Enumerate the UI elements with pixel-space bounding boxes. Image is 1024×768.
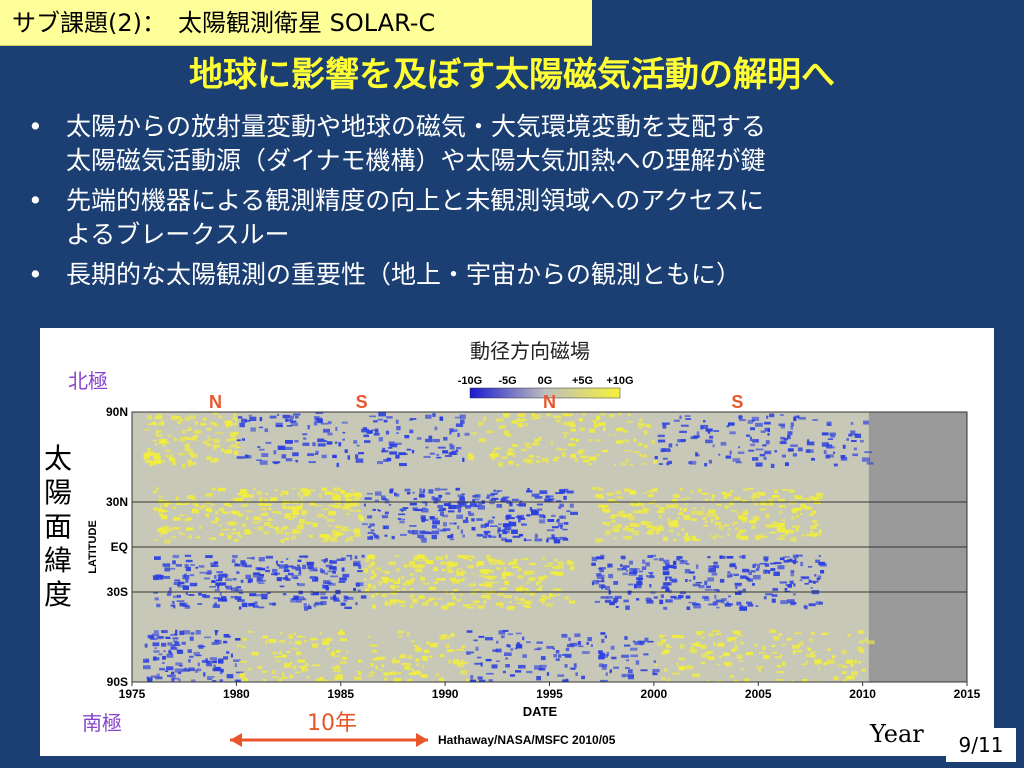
- colorbar-label: -10G: [458, 375, 482, 387]
- bullet-dot: •: [28, 260, 43, 289]
- y-axis-jp-char: 太: [44, 442, 72, 475]
- colorbar-label: -5G: [498, 375, 516, 387]
- bullet-item: • 先端的機器による観測精度の向上と未観測領域へのアクセスに よるブレークスルー: [28, 184, 1003, 252]
- colorbar: [469, 387, 621, 399]
- north-polar-field-1: [143, 412, 241, 469]
- bullet-line: 太陽磁気活動源（ダイナモ機構）や太陽大気加熱への理解が鍵: [66, 146, 766, 175]
- x-tick-label: 2010: [849, 687, 876, 701]
- cycle23-south-field: [591, 554, 827, 611]
- colorbar-label: +5G: [572, 375, 593, 387]
- y-tick-label: 30N: [106, 495, 128, 509]
- butterfly-figure: 動径方向磁場 -10G -5G 0G +5G +10G 北極 南極 太陽面緯度 N S N S…: [40, 328, 994, 756]
- x-tick-label: 1990: [432, 687, 459, 701]
- credit-text: Hathaway/NASA/MSFC 2010/05: [438, 733, 616, 747]
- year-label: Year: [869, 720, 924, 748]
- bullet-list: • 太陽からの放射量変動や地球の磁気・大気環境変動を支配する 太陽磁気活動源（ダ…: [28, 110, 1003, 298]
- south-polar-field-4: [654, 629, 875, 682]
- colorbar-label: 0G: [538, 375, 553, 387]
- y-tick-label: EQ: [111, 540, 128, 554]
- y-axis-jp-char: 陽: [44, 476, 72, 509]
- x-tick-label: 2015: [954, 687, 981, 701]
- ten-year-arrow-left-head: [230, 733, 242, 747]
- y-axis-jp-char: 度: [44, 578, 72, 611]
- x-tick-label: 1995: [536, 687, 563, 701]
- x-tick-label: 1975: [119, 687, 146, 701]
- x-tick-label: 2005: [745, 687, 772, 701]
- slide-tag: サブ課題(2)： 太陽観測衛星 SOLAR-C: [0, 0, 592, 46]
- figure-title: 動径方向磁場: [470, 339, 590, 363]
- x-tick-label: 1985: [327, 687, 354, 701]
- polarity-marker: S: [356, 392, 368, 412]
- x-axis-label: DATE: [523, 704, 558, 719]
- bullet-line: 先端的機器による観測精度の向上と未観測領域へのアクセスに: [66, 186, 765, 215]
- ten-years-label: 10年: [307, 711, 357, 736]
- cycle21-north-field: [152, 487, 365, 544]
- polarity-marker: S: [731, 392, 743, 412]
- bullet-item: • 長期的な太陽観測の重要性（地上・宇宙からの観測ともに）: [28, 258, 1003, 292]
- south-polar-field-1: [143, 629, 244, 682]
- x-tick-label: 2000: [641, 687, 668, 701]
- bullet-line: よるブレークスルー: [66, 220, 290, 249]
- y-axis-jp-char: 面: [44, 510, 72, 543]
- cycle22-north-field: [361, 487, 578, 544]
- x-tick-label: 1980: [223, 687, 250, 701]
- colorbar-label: +10G: [606, 375, 633, 387]
- ten-year-arrow-right-head: [416, 733, 428, 747]
- page-number: 9/11: [946, 728, 1016, 762]
- north-pole-label: 北極: [68, 369, 108, 393]
- north-polar-field-3: [467, 412, 658, 467]
- polarity-marker: N: [209, 392, 222, 412]
- north-polar-field-4: [654, 413, 874, 468]
- y-tick-label: 90N: [106, 405, 128, 419]
- bullet-line: 太陽からの放射量変動や地球の磁気・大気環境変動を支配する: [66, 112, 767, 141]
- bullet-dot: •: [28, 112, 43, 141]
- bullet-item: • 太陽からの放射量変動や地球の磁気・大気環境変動を支配する 太陽磁気活動源（ダ…: [28, 110, 1003, 178]
- south-pole-label: 南極: [82, 711, 122, 735]
- polarity-marker: N: [543, 392, 556, 412]
- north-polar-field-2: [236, 412, 470, 468]
- plot-area: [131, 411, 968, 686]
- bullet-line: 長期的な太陽観測の重要性（地上・宇宙からの観測ともに）: [66, 260, 742, 289]
- cycle23-north-field: [591, 487, 824, 543]
- slide-headline: 地球に影響を及ぼす太陽磁気活動の解明へ: [189, 55, 835, 95]
- south-polar-field-3: [466, 629, 660, 682]
- bullet-dot: •: [28, 186, 43, 215]
- y-tick-label: 90S: [107, 675, 128, 689]
- cycle21-south-field: [152, 554, 367, 611]
- y-axis-jp-char: 緯: [44, 544, 72, 577]
- y-axis-label: LATITUDE: [87, 520, 99, 574]
- y-tick-label: 30S: [107, 585, 128, 599]
